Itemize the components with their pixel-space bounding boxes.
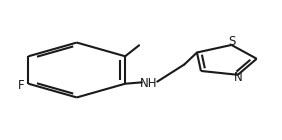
Text: S: S <box>229 35 236 48</box>
Text: N: N <box>234 71 243 84</box>
Text: NH: NH <box>140 77 158 90</box>
Text: F: F <box>17 79 24 92</box>
